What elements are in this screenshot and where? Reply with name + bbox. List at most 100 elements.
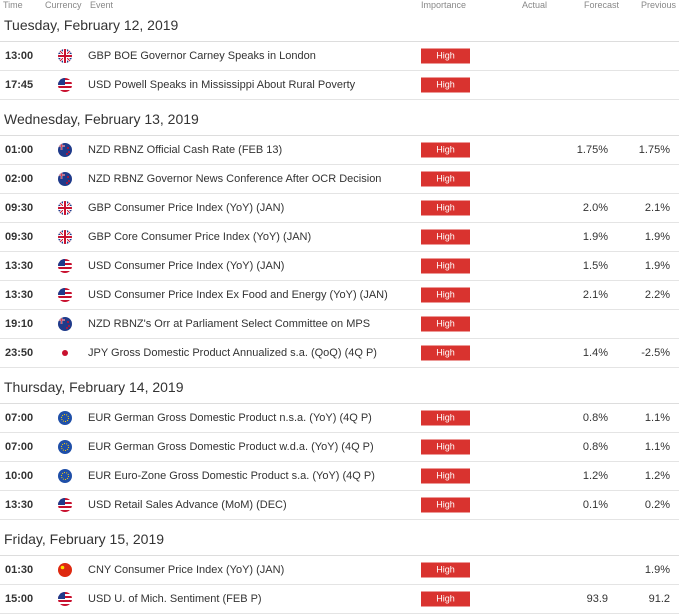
previous: 1.9% (644, 231, 670, 243)
event-row: 23:50 JPY Gross Domestic Product Annualiz… (0, 339, 679, 368)
importance-badge: High (421, 316, 470, 332)
day-header: Thursday, February 14, 2019 (0, 368, 679, 404)
time: 13:30 (5, 289, 34, 301)
forecast: 1.2% (582, 470, 608, 482)
column-header: Time Currency Event Importance Actual Forecas… (0, 0, 679, 12)
calendar: Tuesday, February 12, 2019 13:00 GBP BOE G… (0, 12, 679, 614)
day-title: Thursday, February 14, 2019 (4, 379, 184, 395)
forecast: 93.9 (586, 593, 608, 605)
column-label: Currency (45, 0, 82, 10)
forecast: 1.75% (576, 144, 608, 156)
event-name: GBP Consumer Price Index (YoY) (JAN) (88, 202, 285, 214)
forecast: 0.1% (582, 499, 608, 511)
flag-icon (58, 143, 72, 157)
event-row: 07:00 EUR German Gross Domestic Product w… (0, 433, 679, 462)
column-label: Forecast (584, 0, 620, 10)
day-title: Tuesday, February 12, 2019 (4, 17, 179, 33)
time: 09:30 (5, 231, 34, 243)
flag-icon (58, 346, 72, 360)
importance-badge: High (421, 77, 470, 93)
event-name: EUR German Gross Domestic Product n.s.a.… (88, 412, 372, 424)
previous: 1.2% (644, 470, 670, 482)
day-header: Wednesday, February 13, 2019 (0, 100, 679, 136)
time: 19:10 (5, 318, 34, 330)
flag-icon (58, 201, 72, 215)
forecast: 2.0% (582, 202, 608, 214)
previous: 1.75% (638, 144, 670, 156)
forecast: 1.5% (582, 260, 608, 272)
flag-icon (58, 78, 72, 92)
importance-badge: High (421, 439, 470, 455)
day-header: Tuesday, February 12, 2019 (0, 12, 679, 42)
previous: 1.9% (644, 260, 670, 272)
event-name: CNY Consumer Price Index (YoY) (JAN) (88, 564, 285, 576)
event-row: 01:00 NZD RBNZ Official Cash Rate (FEB 13… (0, 136, 679, 165)
forecast: 0.8% (582, 412, 608, 424)
time: 13:00 (5, 50, 34, 62)
event-name: NZD RBNZ Official Cash Rate (FEB 13) (88, 144, 283, 156)
event-name: NZD RBNZ Governor News Conference After … (88, 173, 382, 185)
event-name: EUR Euro-Zone Gross Domestic Product s.a… (88, 470, 375, 482)
flag-icon (58, 172, 72, 186)
event-name: USD Powell Speaks in Mississippi About R… (88, 79, 356, 91)
flag-icon (58, 498, 72, 512)
time: 23:50 (5, 347, 34, 359)
flag-icon (58, 440, 72, 454)
importance-badge: High (421, 497, 470, 513)
importance-badge: High (421, 200, 470, 216)
time: 15:00 (5, 593, 34, 605)
event-row: 09:30 GBP Consumer Price Index (YoY) (JAN… (0, 194, 679, 223)
event-name: USD Consumer Price Index (YoY) (JAN) (88, 260, 285, 272)
event-row: 10:00 EUR Euro-Zone Gross Domestic Produc… (0, 462, 679, 491)
event-name: JPY Gross Domestic Product Annualized s.… (88, 347, 377, 359)
time: 09:30 (5, 202, 34, 214)
column-label: Event (90, 0, 114, 10)
importance-badge: High (421, 229, 470, 245)
column-label: Importance (421, 0, 467, 10)
forecast: 1.4% (582, 347, 608, 359)
event-row: 09:30 GBP Core Consumer Price Index (YoY)… (0, 223, 679, 252)
importance-badge: High (421, 345, 470, 361)
importance-badge: High (421, 171, 470, 187)
event-name: EUR German Gross Domestic Product w.d.a.… (88, 441, 374, 453)
importance-badge: High (421, 287, 470, 303)
event-row: 17:45 USD Powell Speaks in Mississippi Ab… (0, 71, 679, 100)
event-row: 07:00 EUR German Gross Domestic Product n… (0, 404, 679, 433)
flag-icon (58, 288, 72, 302)
flag-icon (58, 469, 72, 483)
time: 17:45 (5, 79, 34, 91)
flag-icon (58, 592, 72, 606)
importance-badge: High (421, 48, 470, 64)
flag-icon (58, 230, 72, 244)
event-name: GBP BOE Governor Carney Speaks in London (88, 50, 316, 62)
flag-icon (58, 259, 72, 273)
column-label: Previous (641, 0, 677, 10)
forecast: 2.1% (582, 289, 608, 301)
forecast: 0.8% (582, 441, 608, 453)
time: 02:00 (5, 173, 34, 185)
flag-icon (58, 317, 72, 331)
time: 13:30 (5, 499, 34, 511)
event-name: USD Consumer Price Index Ex Food and Ene… (88, 289, 388, 301)
event-row: 13:30 USD Consumer Price Index (YoY) (JAN… (0, 252, 679, 281)
time: 13:30 (5, 260, 34, 272)
time: 01:30 (5, 564, 34, 576)
importance-badge: High (421, 468, 470, 484)
importance-badge: High (421, 562, 470, 578)
time: 10:00 (5, 470, 34, 482)
event-row: 02:00 NZD RBNZ Governor News Conference A… (0, 165, 679, 194)
event-name: NZD RBNZ's Orr at Parliament Select Comm… (88, 318, 371, 330)
previous: 0.2% (644, 499, 670, 511)
time: 01:00 (5, 144, 34, 156)
flag-icon (58, 411, 72, 425)
previous: 1.1% (644, 412, 670, 424)
importance-badge: High (421, 258, 470, 274)
previous: 91.2 (648, 593, 670, 605)
event-row: 19:10 NZD RBNZ's Orr at Parliament Select… (0, 310, 679, 339)
time: 07:00 (5, 441, 34, 453)
previous: 2.2% (644, 289, 670, 301)
event-row: 15:00 USD U. of Mich. Sentiment (FEB P) Hi… (0, 585, 679, 614)
event-name: GBP Core Consumer Price Index (YoY) (JAN… (88, 231, 312, 243)
event-name: USD Retail Sales Advance (MoM) (DEC) (88, 499, 287, 511)
event-row: 13:30 USD Consumer Price Index Ex Food an… (0, 281, 679, 310)
